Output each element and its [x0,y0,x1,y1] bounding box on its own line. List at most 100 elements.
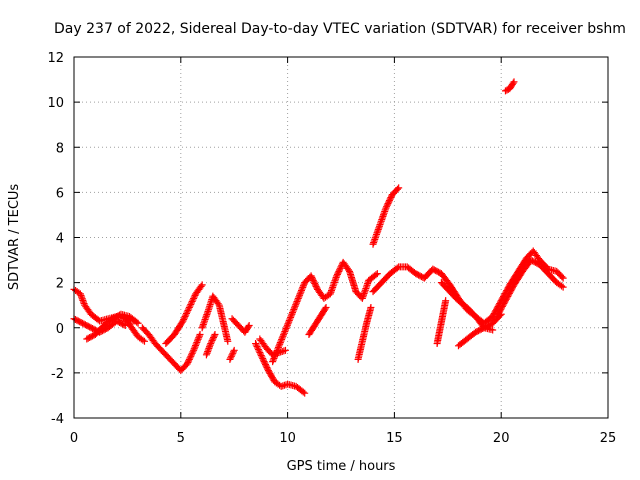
data-point-fill [195,332,203,340]
data-point-fill [131,317,139,325]
data-point-fill [283,321,291,329]
data-point-fill [477,325,485,333]
data-point-fill [312,282,320,290]
data-point-fill [521,257,529,265]
data-point-fill [77,292,85,300]
data-point-fill [210,332,218,340]
data-point-fill [205,343,213,351]
x-tick-label: 25 [600,431,617,446]
data-point-fill [386,195,394,203]
data-point-fill [318,291,326,299]
data-point-fill [181,363,189,371]
data-point-fill [244,323,252,331]
data-point-fill [243,324,251,332]
data-point-fill [228,351,236,359]
data-point-fill [426,268,434,276]
data-point [226,355,234,363]
series-track-j [226,346,238,363]
data-point-fill [320,306,328,314]
y-tick-label: 6 [56,186,64,201]
data-point-fill [255,347,263,355]
data-point-fill [276,339,284,347]
y-tick-label: -2 [51,367,64,382]
data-point-fill [343,264,351,272]
data-point-fill [366,305,374,313]
data-point-fill [182,311,190,319]
data-point-fill [79,296,87,304]
grid [74,57,608,418]
data-point-fill [188,349,196,357]
chart-title: Day 237 of 2022, Sidereal Day-to-day VTE… [54,21,626,37]
data-point-fill [508,284,516,292]
data-point-fill [189,296,197,304]
data-point-fill [503,86,511,94]
data-point-fill [181,312,189,320]
data-point-fill [186,302,194,310]
data-point-fill [273,347,281,355]
data-point-fill [276,340,284,348]
data-point-fill [311,279,319,287]
data-point-fill [76,318,84,326]
y-tick-label: 0 [56,322,64,337]
data-point-fill [323,292,331,300]
data-point-fill [78,293,86,301]
data-point-fill [187,300,195,308]
data-point-fill [533,259,541,267]
data-point-fill [358,339,366,347]
data-point-fill [186,354,194,362]
series-track-h [202,331,219,359]
series-track-n [305,303,330,339]
data-point-fill [295,293,303,301]
data-point-fill [254,346,262,354]
data-point-fill [93,315,101,323]
data-point-fill [263,364,271,372]
data-point-fill [213,298,221,306]
data-point-fill [269,356,277,364]
data-point-fill [203,349,211,357]
data-point-fill [270,354,278,362]
data-point-fill [78,295,86,303]
data-point [288,310,296,318]
data-point-fill [214,300,222,308]
data-point-fill [271,353,279,361]
data-point-fill [296,290,304,298]
x-tick-label: 20 [493,431,510,446]
data-point [275,342,283,350]
data-point [269,358,277,366]
data-point-fill [281,328,289,336]
data-point-fill [229,348,237,356]
data-point-fill [262,361,270,369]
data-point-fill [332,273,340,281]
data-point-fill [299,282,307,290]
data-point-fill [292,299,300,307]
data-point-fill [309,276,317,284]
data-point-fill [409,267,417,275]
axis-ticks: 0 5 10 15 20 25 -4 -2 0 2 4 6 8 10 12 [47,51,616,446]
data-point-fill [334,269,342,277]
data-point-fill [285,318,293,326]
data-point-fill [190,345,198,353]
data-point-fill [298,285,306,293]
data-point-fill [219,318,227,326]
series-track-q [369,247,567,327]
data-point-fill [133,318,141,326]
data-point-fill [137,335,145,343]
data-point-fill [106,317,114,325]
data-point-fill [441,298,449,306]
data-point-fill [208,337,216,345]
data-point-fill [187,299,195,307]
data-point-fill [282,324,290,332]
data-point-fill [177,320,185,328]
data-point-fill [312,320,320,328]
data-point-fill [383,201,391,209]
data-point-fill [509,79,517,87]
data-point-fill [558,282,566,290]
data-point-fill [550,276,558,284]
data-point-fill [293,298,301,306]
data-point-fill [311,281,319,289]
data-point-fill [254,344,262,352]
data-point-fill [335,267,343,275]
data-point-fill [257,350,265,358]
plot-area [70,78,567,397]
